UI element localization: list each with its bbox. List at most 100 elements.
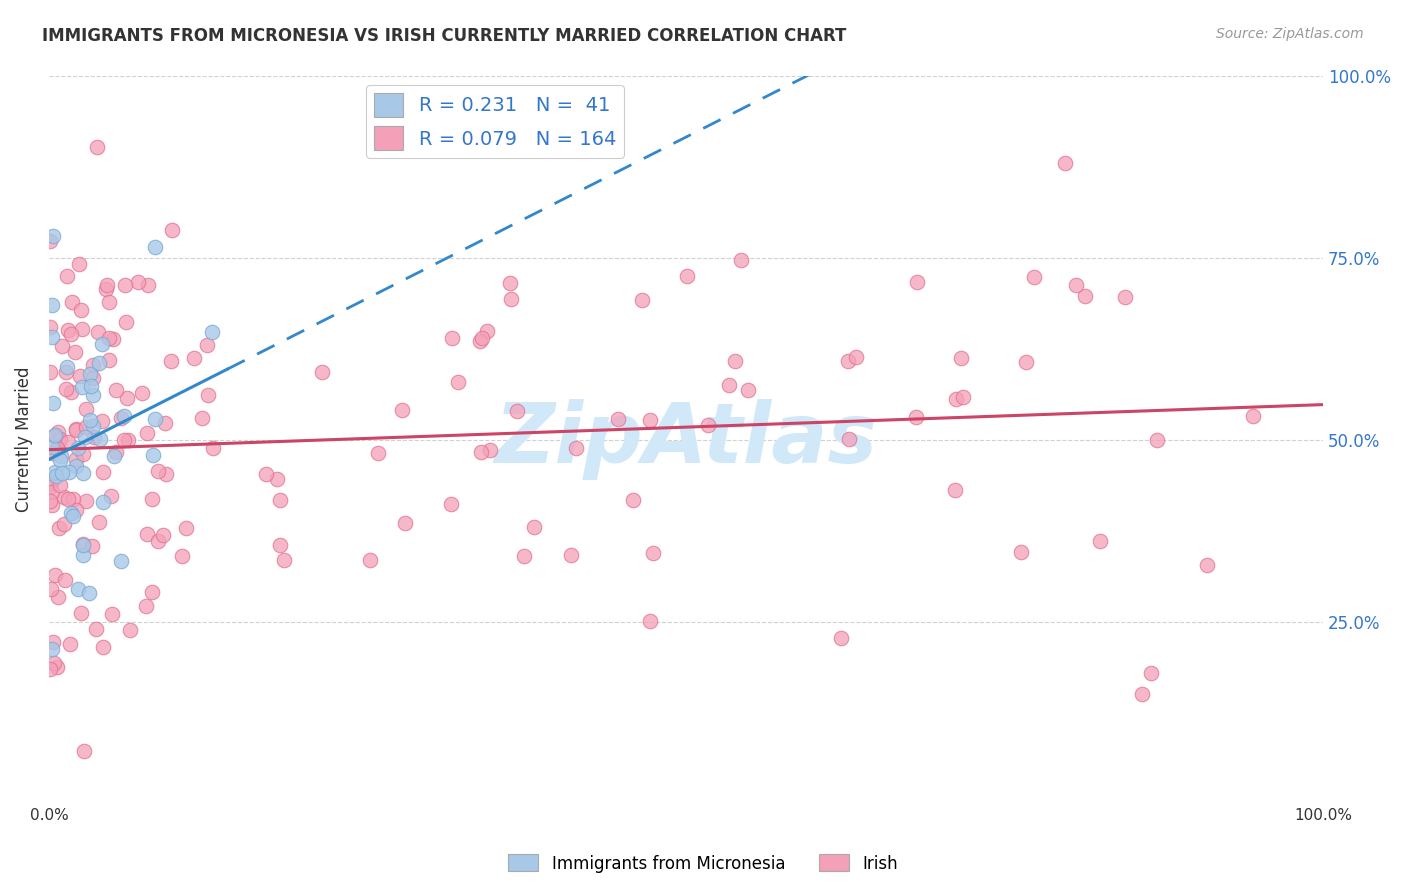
Point bbox=[91, 465, 114, 479]
Point bbox=[69, 606, 91, 620]
Point bbox=[845, 350, 868, 364]
Point bbox=[506, 404, 529, 418]
Point bbox=[89, 515, 111, 529]
Point bbox=[254, 467, 277, 482]
Point bbox=[86, 140, 108, 154]
Point bbox=[39, 320, 62, 334]
Point bbox=[39, 235, 62, 249]
Point bbox=[59, 506, 82, 520]
Point bbox=[55, 382, 77, 396]
Point bbox=[72, 548, 94, 562]
Point bbox=[80, 539, 103, 553]
Point bbox=[46, 442, 69, 456]
Point bbox=[79, 367, 101, 381]
Point bbox=[65, 422, 87, 436]
Point bbox=[471, 331, 494, 345]
Point bbox=[115, 315, 138, 329]
Y-axis label: Currently Married: Currently Married bbox=[15, 367, 32, 512]
Point bbox=[1195, 558, 1218, 572]
Point bbox=[115, 391, 138, 405]
Point bbox=[79, 378, 101, 392]
Point bbox=[943, 483, 966, 497]
Point bbox=[60, 295, 83, 310]
Point bbox=[56, 434, 79, 449]
Point bbox=[72, 538, 94, 552]
Point bbox=[131, 385, 153, 400]
Point bbox=[104, 383, 127, 397]
Point bbox=[72, 466, 94, 480]
Point bbox=[77, 586, 100, 600]
Point bbox=[44, 465, 66, 479]
Point bbox=[730, 253, 752, 268]
Point bbox=[53, 517, 76, 532]
Point bbox=[440, 497, 463, 511]
Point bbox=[67, 257, 90, 271]
Point bbox=[1022, 270, 1045, 285]
Point bbox=[146, 465, 169, 479]
Point bbox=[42, 656, 65, 670]
Point bbox=[100, 489, 122, 503]
Point bbox=[103, 449, 125, 463]
Point bbox=[41, 298, 63, 312]
Point bbox=[499, 292, 522, 306]
Point bbox=[145, 412, 167, 426]
Point bbox=[97, 352, 120, 367]
Point bbox=[447, 375, 470, 389]
Point bbox=[41, 396, 63, 410]
Point bbox=[1073, 288, 1095, 302]
Point bbox=[470, 444, 492, 458]
Point bbox=[44, 428, 66, 442]
Point bbox=[830, 631, 852, 645]
Point bbox=[1090, 534, 1112, 549]
Point bbox=[441, 331, 464, 345]
Point bbox=[91, 640, 114, 654]
Point bbox=[49, 449, 72, 463]
Point bbox=[91, 495, 114, 509]
Point bbox=[273, 553, 295, 567]
Point bbox=[160, 353, 183, 368]
Point bbox=[56, 323, 79, 337]
Point bbox=[155, 416, 177, 430]
Point bbox=[201, 326, 224, 340]
Point bbox=[90, 337, 112, 351]
Point bbox=[104, 444, 127, 458]
Point bbox=[75, 401, 97, 416]
Point bbox=[49, 432, 72, 446]
Point bbox=[72, 447, 94, 461]
Point bbox=[114, 277, 136, 292]
Point bbox=[269, 493, 291, 508]
Point bbox=[110, 554, 132, 568]
Point bbox=[643, 546, 665, 560]
Point bbox=[631, 293, 654, 308]
Point bbox=[65, 502, 87, 516]
Point bbox=[697, 418, 720, 433]
Point bbox=[65, 452, 87, 467]
Point bbox=[1014, 355, 1036, 369]
Point bbox=[112, 409, 135, 424]
Point bbox=[86, 325, 108, 339]
Point bbox=[359, 552, 381, 566]
Point bbox=[676, 268, 699, 283]
Text: Source: ZipAtlas.com: Source: ZipAtlas.com bbox=[1216, 27, 1364, 41]
Point bbox=[44, 568, 66, 582]
Legend: Immigrants from Micronesia, Irish: Immigrants from Micronesia, Irish bbox=[502, 847, 904, 880]
Point bbox=[155, 467, 177, 481]
Point bbox=[190, 411, 212, 425]
Point bbox=[621, 492, 644, 507]
Point bbox=[62, 491, 84, 506]
Point bbox=[94, 282, 117, 296]
Point bbox=[73, 429, 96, 443]
Legend: R = 0.231   N =  41, R = 0.079   N = 164: R = 0.231 N = 41, R = 0.079 N = 164 bbox=[366, 86, 624, 158]
Point bbox=[96, 277, 118, 292]
Point bbox=[478, 442, 501, 457]
Point bbox=[46, 425, 69, 440]
Point bbox=[367, 446, 389, 460]
Point bbox=[638, 615, 661, 629]
Point bbox=[1139, 665, 1161, 680]
Point bbox=[523, 519, 546, 533]
Point bbox=[141, 585, 163, 599]
Point bbox=[82, 419, 104, 434]
Point bbox=[75, 493, 97, 508]
Point bbox=[87, 356, 110, 370]
Point bbox=[42, 228, 65, 243]
